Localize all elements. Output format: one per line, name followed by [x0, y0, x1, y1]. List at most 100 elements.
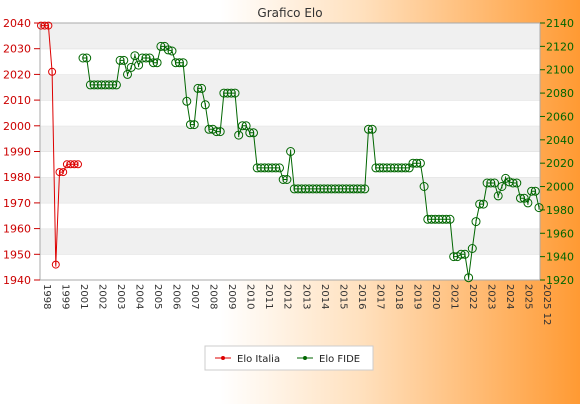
- data-point: [275, 163, 284, 173]
- legend-label-elo-italia: Elo Italia: [237, 354, 280, 365]
- data-point: [234, 130, 244, 140]
- left-axis: 1940 1950 1960 1970 1980 1990 2000 2010 2020 2030…: [3, 17, 40, 287]
- data-point: [467, 244, 477, 253]
- data-point: [286, 147, 296, 156]
- x-tick-label: 2011: [263, 284, 274, 309]
- data-point: [241, 121, 251, 131]
- x-tick-label: 2018: [393, 284, 404, 309]
- x-tick-label: 2025: [522, 284, 533, 309]
- x-tick-label: 2010: [245, 284, 256, 309]
- data-point: [230, 88, 240, 98]
- data-point: [478, 199, 488, 209]
- left-tick-label: 1970: [3, 197, 31, 210]
- legend: Elo Italia Elo FIDE: [204, 345, 374, 371]
- left-tick-label: 2010: [3, 94, 31, 107]
- x-tick-label: 2013: [300, 284, 311, 309]
- x-tick-label: 2003: [115, 284, 126, 309]
- data-point: [415, 158, 425, 168]
- data-point: [44, 21, 53, 30]
- data-point: [282, 175, 292, 184]
- x-tick-label: 2021: [448, 284, 459, 309]
- x-tick-label: 2023: [485, 284, 496, 309]
- x-axis: 1998 1999 2001 2002 2003 2004 2005 2006 2007 2008…: [41, 284, 552, 325]
- left-tick-label: 1960: [3, 223, 31, 236]
- x-tick-label: 2015: [337, 284, 348, 309]
- data-point: [119, 55, 129, 65]
- right-tick-label: 2020: [546, 157, 574, 170]
- grid-band: [40, 254, 540, 280]
- x-tick-label: 2012: [282, 284, 293, 309]
- x-tick-label: 2014: [319, 284, 330, 309]
- grid-band: [40, 48, 540, 75]
- data-point: [419, 182, 429, 191]
- data-point: [471, 217, 481, 227]
- data-point: [249, 128, 258, 138]
- x-tick-label: 2016: [356, 284, 367, 309]
- series-elo-italia: [37, 21, 82, 269]
- left-tick-label: 1940: [3, 274, 31, 287]
- right-axis: 1920 1940 1960 1980 2000 2020 2040 2060 2080 2100…: [540, 17, 574, 287]
- left-tick-label: 1990: [3, 146, 31, 159]
- data-point: [445, 214, 455, 224]
- data-point: [360, 184, 370, 194]
- grid-band: [40, 74, 540, 101]
- data-point: [59, 168, 68, 177]
- x-tick-label: 1999: [60, 284, 71, 309]
- data-point: [215, 127, 225, 137]
- left-tick-label: 2040: [3, 17, 31, 30]
- legend-box: [204, 345, 374, 371]
- data-point: [111, 80, 121, 90]
- x-tick-label: 2002: [97, 284, 108, 309]
- left-tick-label: 2020: [3, 68, 31, 81]
- right-tick-label: 2000: [546, 181, 574, 194]
- data-point: [178, 58, 188, 68]
- data-point: [200, 100, 210, 110]
- left-tick-label: 1950: [3, 248, 31, 261]
- series-line: [83, 45, 540, 278]
- right-tick-label: 1960: [546, 227, 574, 240]
- data-point: [123, 69, 132, 79]
- right-tick-label: 2080: [546, 87, 574, 100]
- data-point: [493, 191, 503, 201]
- right-tick-label: 1920: [546, 274, 574, 287]
- right-tick-label: 2140: [546, 17, 574, 30]
- data-point: [530, 186, 540, 196]
- left-tick-label: 2030: [3, 43, 31, 56]
- grid-bands: [40, 22, 540, 280]
- x-tick-label: 2007: [189, 284, 200, 309]
- right-tick-label: 1980: [546, 204, 574, 217]
- data-point: [152, 58, 162, 68]
- data-point: [82, 53, 92, 63]
- data-point: [497, 182, 507, 191]
- data-point: [534, 203, 544, 213]
- data-point: [512, 178, 522, 188]
- x-tick-label: 2006: [171, 284, 182, 309]
- data-point: [134, 60, 144, 70]
- right-tick-label: 2120: [546, 40, 574, 53]
- right-tick-label: 2040: [546, 134, 574, 147]
- data-point: [197, 83, 207, 93]
- x-tick-label: 2009: [226, 284, 237, 309]
- data-point: [167, 46, 177, 56]
- x-tick-label: 2025 12: [541, 284, 552, 325]
- left-tick-label: 1980: [3, 171, 31, 184]
- grid-band: [40, 23, 540, 49]
- right-tick-label: 1940: [546, 251, 574, 264]
- legend-item-elo-fide[interactable]: Elo FIDE: [297, 354, 360, 365]
- legend-marker-elo-italia: [221, 356, 225, 360]
- x-tick-label: 2022: [467, 284, 478, 309]
- legend-marker-elo-fide: [303, 356, 307, 360]
- x-tick-label: 2017: [374, 284, 385, 309]
- legend-label-elo-fide: Elo FIDE: [319, 354, 360, 365]
- x-tick-label: 2005: [152, 284, 163, 309]
- x-tick-label: 2008: [208, 284, 219, 309]
- grid-band: [40, 228, 540, 255]
- legend-item-elo-italia[interactable]: Elo Italia: [215, 354, 280, 365]
- data-point: [460, 249, 470, 259]
- x-tick-label: 2004: [134, 284, 145, 309]
- series-elo-fide: [78, 41, 544, 283]
- grid-band: [40, 100, 540, 126]
- x-tick-label: 2001: [78, 284, 89, 309]
- data-point: [48, 67, 57, 76]
